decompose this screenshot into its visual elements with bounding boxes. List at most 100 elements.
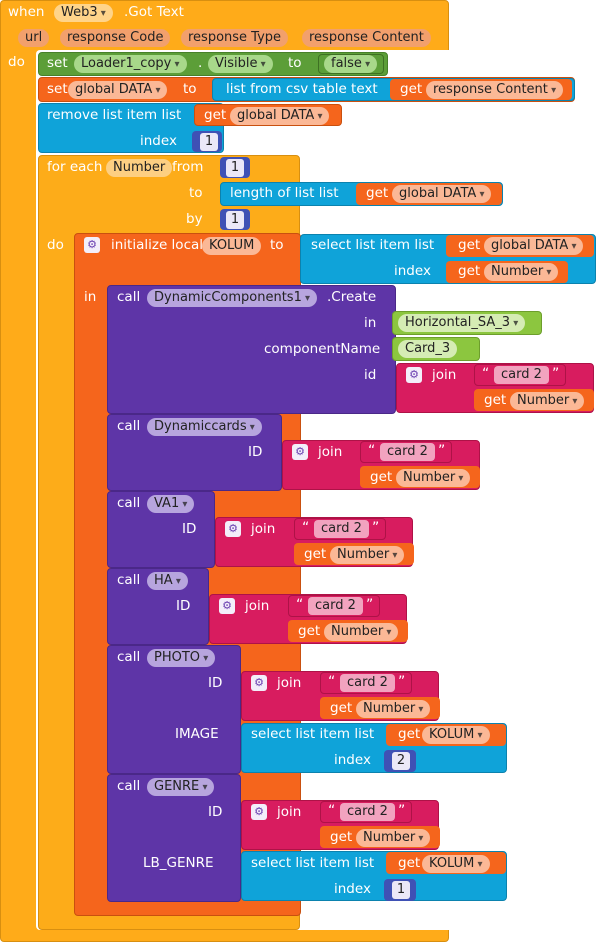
text-value[interactable]: card 2: [308, 597, 363, 615]
to-label: to: [288, 55, 302, 71]
csv-table-label: list from csv table text: [226, 81, 378, 97]
length-of-list-label: length of list list: [230, 185, 339, 201]
index-label: index: [140, 133, 177, 149]
number-dropdown[interactable]: Number: [324, 623, 399, 641]
text-value[interactable]: card 2: [314, 520, 369, 538]
call-label: call: [117, 778, 141, 794]
call-label: call: [117, 572, 141, 588]
gear-icon[interactable]: ⚙: [219, 598, 235, 614]
text-value[interactable]: card 2: [340, 674, 395, 692]
select-list-item-label: select list item list: [251, 855, 375, 871]
join-label: join: [277, 804, 302, 820]
get-label: get: [304, 546, 327, 562]
open-quote-icon: “: [302, 520, 310, 536]
global-data-dropdown[interactable]: global DATA: [484, 237, 584, 255]
text-value[interactable]: card 2: [340, 803, 395, 821]
close-quote-icon: ”: [398, 674, 406, 690]
close-quote-icon: ”: [438, 443, 446, 459]
index-value[interactable]: 2: [392, 752, 410, 770]
false-dropdown[interactable]: false: [324, 55, 378, 73]
param-url[interactable]: url: [18, 29, 50, 47]
close-quote-icon: ”: [398, 803, 406, 819]
set-var-label: set: [47, 81, 68, 97]
web3-dropdown[interactable]: Web3: [54, 4, 113, 22]
for-each-label: for each: [47, 159, 103, 175]
id-param-label: ID: [182, 521, 197, 537]
component-name-label: componentName: [264, 341, 381, 357]
text-value[interactable]: card 2: [380, 443, 435, 461]
join-label: join: [432, 367, 457, 383]
dynamiccards-dropdown[interactable]: Dynamiccards: [147, 418, 262, 436]
to-label: to: [189, 185, 203, 201]
dynamic-components-dropdown[interactable]: DynamicComponents1: [147, 289, 318, 307]
text-value[interactable]: card 2: [494, 366, 549, 384]
id-param-label: ID: [208, 675, 223, 691]
to-label: to: [183, 81, 197, 97]
index-value[interactable]: 1: [200, 133, 218, 151]
gear-icon[interactable]: ⚙: [225, 521, 241, 537]
global-data-dropdown[interactable]: global DATA: [68, 81, 168, 99]
open-quote-icon: “: [296, 597, 304, 613]
number-dropdown[interactable]: Number: [396, 469, 471, 487]
va1-dropdown[interactable]: VA1: [147, 495, 195, 513]
open-quote-icon: “: [328, 674, 336, 690]
ha-dropdown[interactable]: HA: [147, 572, 188, 590]
number-dropdown[interactable]: Number: [356, 829, 431, 847]
gear-icon[interactable]: ⚙: [251, 804, 267, 820]
param-response-content[interactable]: response Content: [302, 29, 431, 47]
close-quote-icon: ”: [552, 366, 560, 382]
for-each-do-label: do: [47, 237, 64, 253]
gear-icon[interactable]: ⚙: [84, 237, 100, 253]
get-label: get: [370, 469, 393, 485]
lb-genre-param-label: LB_GENRE: [143, 855, 214, 871]
open-quote-icon: “: [368, 443, 376, 459]
create-method-label: .Create: [327, 289, 377, 305]
kolum-dropdown[interactable]: KOLUM: [422, 855, 490, 873]
gear-icon[interactable]: ⚙: [406, 367, 422, 383]
index-value[interactable]: 1: [392, 881, 410, 899]
select-list-item-block[interactable]: [241, 723, 507, 773]
open-quote-icon: “: [482, 366, 490, 382]
index-label: index: [334, 752, 371, 768]
close-quote-icon: ”: [372, 520, 380, 536]
get-label: get: [400, 81, 423, 97]
index-label: index: [394, 263, 431, 279]
number-variable[interactable]: Number: [106, 159, 173, 177]
genre-dropdown[interactable]: GENRE: [147, 778, 215, 796]
open-quote-icon: “: [328, 803, 336, 819]
set-label: set: [47, 55, 68, 71]
visible-property-dropdown[interactable]: Visible: [208, 55, 273, 73]
card3-dropdown[interactable]: Card_3: [398, 340, 458, 358]
remove-list-item-label: remove list item list: [47, 107, 182, 123]
join-label: join: [245, 598, 270, 614]
param-response-type[interactable]: response Type: [181, 29, 289, 47]
in-param-label: in: [364, 315, 377, 331]
number-dropdown[interactable]: Number: [356, 700, 431, 718]
join-label: join: [277, 675, 302, 691]
from-value[interactable]: 1: [226, 159, 244, 177]
loader-component-dropdown[interactable]: Loader1_copy: [74, 55, 187, 73]
join-label: join: [318, 444, 343, 460]
kolum-dropdown[interactable]: KOLUM: [422, 726, 490, 744]
number-dropdown[interactable]: Number: [510, 392, 585, 410]
gear-icon[interactable]: ⚙: [251, 675, 267, 691]
global-data-dropdown[interactable]: global DATA: [230, 107, 330, 125]
global-data-dropdown[interactable]: global DATA: [392, 185, 492, 203]
event-name: .Got Text: [124, 4, 184, 20]
param-response-code[interactable]: response Code: [60, 29, 171, 47]
initialize-local-label: initialize local: [111, 237, 204, 253]
kolum-variable[interactable]: KOLUM: [202, 237, 262, 255]
in-label: in: [84, 289, 97, 305]
get-label: get: [458, 237, 481, 253]
get-label: get: [458, 263, 481, 279]
photo-dropdown[interactable]: PHOTO: [147, 649, 216, 667]
number-dropdown[interactable]: Number: [330, 546, 405, 564]
gear-icon[interactable]: ⚙: [292, 444, 308, 460]
response-content-dropdown[interactable]: response Content: [426, 81, 564, 99]
horizontal-sa3-dropdown[interactable]: Horizontal_SA_3: [398, 314, 526, 332]
call-label: call: [117, 495, 141, 511]
by-value[interactable]: 1: [226, 211, 244, 229]
number-dropdown[interactable]: Number: [484, 263, 559, 281]
by-label: by: [186, 211, 203, 227]
select-list-item-label: select list item list: [311, 237, 435, 253]
